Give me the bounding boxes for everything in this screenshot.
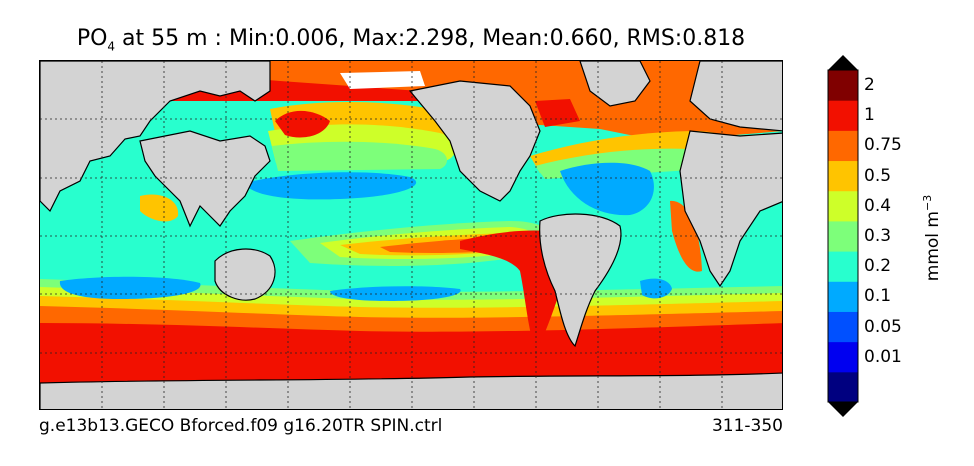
land-antarctica [40,372,782,409]
land-asia [139,130,271,228]
land [40,61,782,409]
land-north-america [408,80,541,202]
arctic-white-2 [340,71,425,89]
colorbar-tick-label: 0.1 [864,286,892,307]
colorbar-band [828,220,858,252]
colorbar-band [828,100,858,131]
colorbar-tick-label: 0.4 [864,195,892,216]
colorbar-band [828,251,858,282]
colorbar-tick-label: 1 [864,105,875,126]
ocean-map [39,60,783,410]
eq-red-upwelling [460,230,566,351]
colorbar-tick-label: 0.75 [864,135,902,156]
units-exponent: −3 [921,194,935,211]
land-africa-east [40,61,271,213]
gridlines [40,61,782,409]
land-greenland [579,61,651,107]
satl-gyre-blue [640,278,672,299]
map-canvas [40,61,782,409]
arabian-yellow [140,194,179,222]
colorbar-tick-label: 0.01 [864,346,902,367]
colorbar-tick-label: 0.05 [864,316,902,337]
ind-gyre-blue [59,276,201,299]
colorbar-band [828,341,858,373]
colorbar-tick-label: 0.3 [864,226,892,246]
units-label: mmol m−3 [921,195,943,281]
title-stats: at 55 m : Min:0.006, Max:2.298, Mean:0.6… [115,26,746,51]
colorbar-tick-label: 2 [864,75,875,96]
title-subscript: 4 [107,39,116,54]
bering-red [275,110,330,138]
natl-gyre-blue [560,162,654,216]
land-europe [689,61,782,132]
colorbar-outline [827,69,859,403]
units-main: mmol m [922,211,943,282]
colorbar-band [828,70,858,101]
year-range: 311-350 [711,416,783,436]
land-australia [214,248,276,301]
colorbar-band [828,371,858,403]
colorbar-bands [828,70,858,403]
case-name: g.e13b13.GECO Bforced.f09 g16.20TR SPIN.… [39,416,443,436]
labrador-red [535,99,580,127]
colorbar-tick-label: 0.5 [864,165,892,186]
npac-green [272,141,447,171]
land-africa-west [679,130,782,288]
colorbar-band [828,130,858,162]
colorbar-band [828,281,858,312]
colorbar-band [828,160,858,192]
colorbar-tick-label: 0.2 [864,256,892,277]
colorbar [827,55,859,417]
title-variable: PO [76,26,108,51]
plot-title: PO4 at 55 m : Min:0.006, Max:2.298, Mean… [0,26,822,53]
colorbar-min-arrow [828,402,858,417]
colorbar-band [828,311,858,343]
colorbar-max-arrow [828,55,858,70]
colorbar-band [828,190,858,222]
land-south-america [539,213,622,348]
